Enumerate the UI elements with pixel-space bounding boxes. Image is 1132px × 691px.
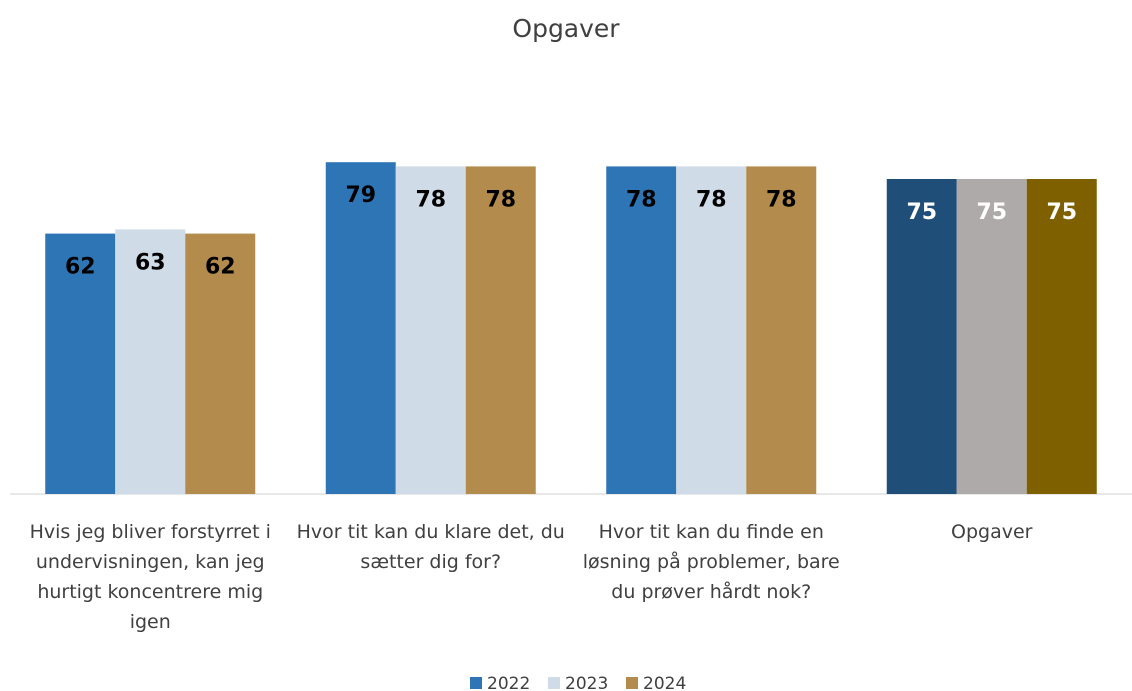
data-label: 62 [65, 255, 96, 280]
data-label: 75 [976, 200, 1007, 225]
chart-title: Opgaver [512, 14, 620, 43]
data-label: 78 [415, 187, 446, 212]
data-label: 79 [345, 183, 376, 208]
bar [465, 166, 536, 494]
bar [676, 166, 747, 494]
data-label: 75 [1046, 200, 1077, 225]
bar [395, 166, 466, 494]
data-label: 62 [205, 255, 236, 280]
legend-label: 2022 [487, 674, 530, 691]
bar [606, 166, 677, 494]
data-label: 78 [485, 187, 516, 212]
data-label: 78 [766, 187, 797, 212]
x-tick-label: Hvor tit kan du klare det, du sætter dig… [296, 521, 565, 573]
bar [746, 166, 817, 494]
legend-swatch [548, 677, 560, 689]
bar [886, 179, 957, 494]
x-tick-label: Opgaver [951, 521, 1033, 543]
data-label: 78 [696, 187, 727, 212]
bar [45, 233, 116, 494]
bar [115, 229, 186, 494]
legend-swatch [626, 677, 638, 689]
data-label: 63 [135, 250, 166, 275]
x-tick-label: Hvis jeg bliver forstyrret i undervisnin… [29, 521, 271, 633]
legend-label: 2023 [565, 674, 608, 691]
data-label: 78 [626, 187, 657, 212]
legend-label: 2024 [643, 674, 686, 691]
bar [185, 233, 256, 494]
legend-swatch [470, 677, 482, 689]
bar [325, 162, 396, 494]
bar [956, 179, 1027, 494]
data-label: 75 [906, 200, 937, 225]
bar [1026, 179, 1097, 494]
x-tick-label: Hvor tit kan du finde en løsning på prob… [582, 521, 840, 603]
